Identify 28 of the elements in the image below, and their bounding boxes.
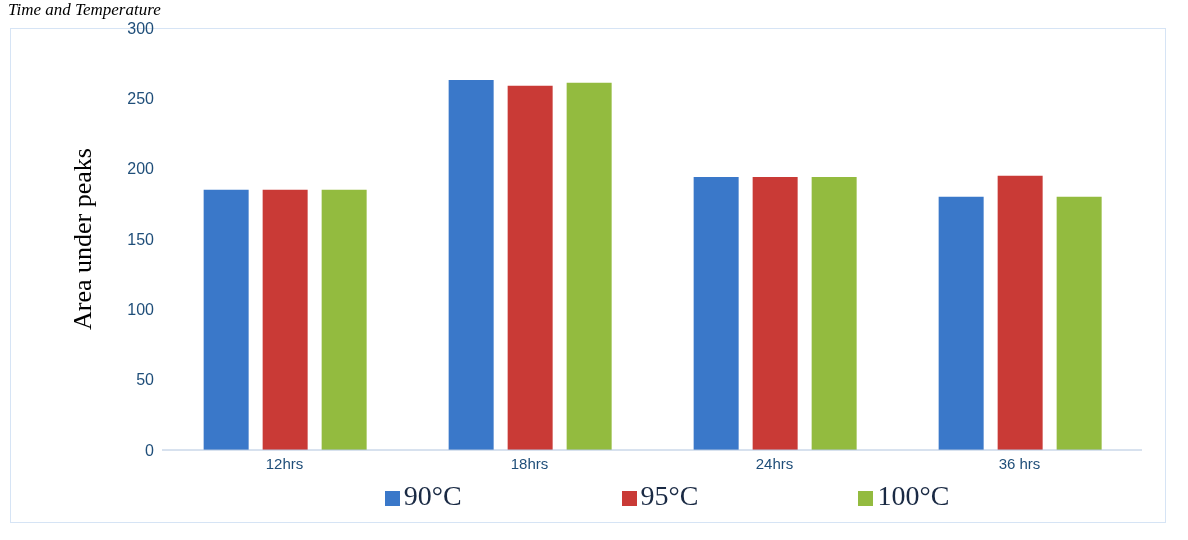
legend-label: 100°C: [877, 480, 950, 511]
y-tick-label: 50: [136, 371, 155, 389]
x-tick-label: 24hrs: [755, 454, 794, 472]
legend-label: 95°C: [640, 480, 699, 511]
bar: [448, 80, 494, 450]
bar: [1056, 196, 1102, 450]
y-tick-label: 300: [127, 19, 155, 37]
y-tick-label: 250: [127, 90, 155, 108]
y-tick-label: 0: [145, 441, 155, 459]
bar: [507, 85, 553, 450]
bar: [203, 189, 249, 450]
x-tick-label: 12hrs: [265, 454, 304, 472]
x-tick-label: 18hrs: [510, 454, 549, 472]
y-tick-label: 200: [127, 160, 155, 178]
y-axis-title: Area under peaks: [68, 148, 98, 330]
x-tick-label: 36 hrs: [998, 454, 1041, 472]
bar: [693, 177, 739, 450]
bar: [811, 177, 857, 450]
y-tick-label: 100: [127, 301, 155, 319]
y-tick-label: 150: [127, 230, 155, 248]
bar: [262, 189, 308, 450]
bar: [752, 177, 798, 450]
bar: [566, 82, 612, 450]
legend-label: 90°C: [403, 480, 462, 511]
bar: [997, 175, 1043, 450]
bar: [321, 189, 367, 450]
chart-title: Time and Temperature: [8, 0, 161, 20]
bar: [938, 196, 984, 450]
